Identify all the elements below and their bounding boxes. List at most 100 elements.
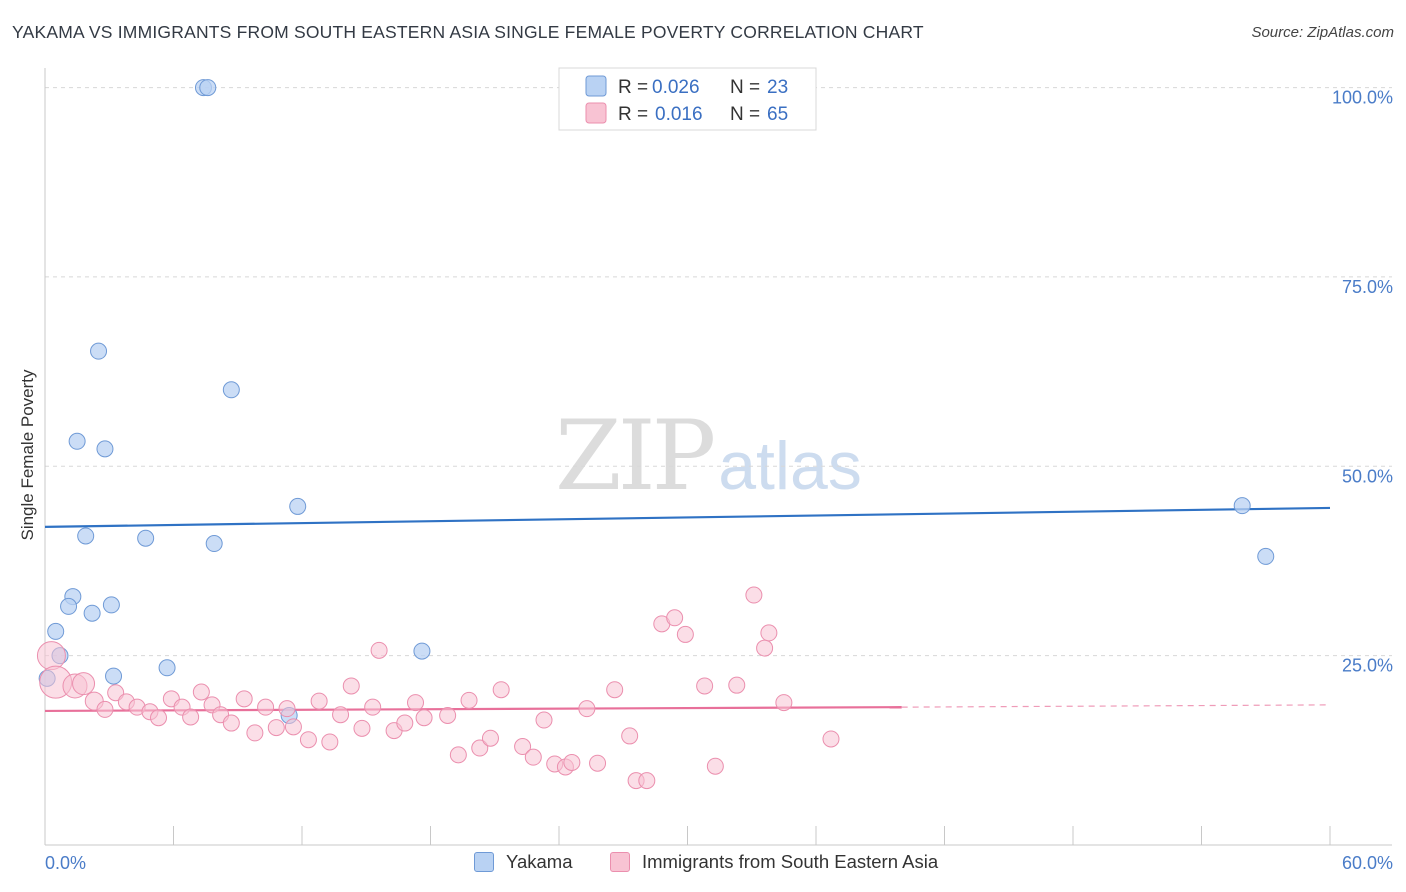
point-sea xyxy=(439,706,457,724)
point-sea xyxy=(257,698,275,716)
point-sea xyxy=(407,694,425,712)
point-sea xyxy=(578,700,596,718)
point-yakama xyxy=(413,642,431,660)
legend-swatch-sea xyxy=(585,102,607,124)
data-points xyxy=(36,79,1275,790)
x-tick-label-0: 0.0% xyxy=(45,853,86,873)
point-sea xyxy=(760,624,778,642)
chart-title: YAKAMA VS IMMIGRANTS FROM SOUTH EASTERN … xyxy=(12,22,924,42)
point-sea xyxy=(332,706,350,724)
point-sea xyxy=(563,753,581,771)
point-sea xyxy=(278,700,296,718)
legend-r-value-yakama: 0.026 xyxy=(652,77,700,98)
point-sea xyxy=(492,681,510,699)
point-sea xyxy=(150,709,168,727)
point-sea xyxy=(192,683,210,701)
point-yakama xyxy=(68,432,86,450)
y-tick-label-75: 75.0% xyxy=(1342,277,1393,297)
point-sea xyxy=(728,676,746,694)
legend-r-label-yakama: R = xyxy=(618,77,648,98)
legend-swatch-yakama xyxy=(585,75,607,97)
point-yakama xyxy=(83,604,101,622)
series-swatch-sea xyxy=(610,852,630,872)
point-sea xyxy=(822,730,840,748)
point-yakama xyxy=(289,497,307,515)
series-label-sea: Immigrants from South Eastern Asia xyxy=(642,851,939,872)
point-sea xyxy=(535,711,553,729)
y-tick-label-25: 25.0% xyxy=(1342,656,1393,676)
point-sea xyxy=(696,677,714,695)
point-sea xyxy=(342,677,360,695)
point-yakama xyxy=(1257,547,1275,565)
legend-r-label-sea: R = xyxy=(618,104,648,125)
series-label-yakama: Yakama xyxy=(506,851,573,872)
point-sea xyxy=(514,738,532,756)
point-sea xyxy=(246,724,264,742)
point-sea xyxy=(589,754,607,772)
x-tick-label-60: 60.0% xyxy=(1342,853,1393,873)
point-sea xyxy=(415,709,433,727)
point-sea xyxy=(310,692,328,710)
point-sea xyxy=(524,748,542,766)
point-yakama xyxy=(105,667,123,685)
point-yakama xyxy=(96,440,114,458)
point-sea xyxy=(299,731,317,749)
point-yakama xyxy=(137,529,155,547)
point-sea xyxy=(353,719,371,737)
point-yakama xyxy=(199,79,217,97)
stats-legend: R = 0.026 N = 23 R = 0.016 N = 65 xyxy=(558,67,817,131)
point-sea xyxy=(638,772,656,790)
point-sea xyxy=(96,700,114,718)
point-yakama xyxy=(102,596,120,614)
point-yakama xyxy=(90,342,108,360)
point-sea xyxy=(745,586,763,604)
point-sea xyxy=(606,681,624,699)
point-sea xyxy=(364,698,382,716)
point-sea xyxy=(321,733,339,751)
trend-line-sea xyxy=(44,706,902,713)
point-sea xyxy=(676,625,694,643)
point-sea xyxy=(235,690,253,708)
point-yakama xyxy=(60,597,78,615)
point-sea xyxy=(481,729,499,747)
tick-labels: 25.0% 50.0% 75.0% 100.0% 0.0% 60.0% xyxy=(45,88,1393,873)
legend-n-label-yakama: N = xyxy=(730,77,760,98)
point-sea xyxy=(460,691,478,709)
point-yakama xyxy=(47,622,65,640)
series-swatch-yakama xyxy=(474,852,494,872)
point-yakama xyxy=(77,527,95,545)
legend-n-value-sea: 65 xyxy=(767,104,788,125)
grid-lines xyxy=(45,87,1392,657)
series-legend-yakama[interactable]: Yakama xyxy=(474,851,573,873)
point-yakama xyxy=(158,659,176,677)
point-yakama xyxy=(222,381,240,399)
point-sea xyxy=(182,708,200,726)
point-yakama xyxy=(205,535,223,553)
point-sea xyxy=(370,641,388,659)
legend-n-label-sea: N = xyxy=(730,104,760,125)
point-sea xyxy=(449,746,467,764)
point-sea xyxy=(471,739,489,757)
point-sea xyxy=(666,609,684,627)
point-sea xyxy=(284,718,302,736)
series-legend-sea[interactable]: Immigrants from South Eastern Asia xyxy=(610,851,938,873)
point-sea xyxy=(72,672,96,696)
axes xyxy=(44,68,1392,846)
point-sea xyxy=(706,757,724,775)
point-sea xyxy=(756,639,774,657)
trend-line-yakama xyxy=(44,506,1331,528)
point-sea xyxy=(775,694,793,712)
legend-n-value-yakama: 23 xyxy=(767,77,788,98)
series-legend: Yakama Immigrants from South Eastern Asi… xyxy=(0,851,1406,879)
trend-lines xyxy=(44,506,1331,713)
point-yakama xyxy=(1233,497,1251,515)
y-tick-label-50: 50.0% xyxy=(1342,466,1393,486)
point-sea xyxy=(36,641,66,671)
point-sea xyxy=(267,719,285,737)
legend-r-value-sea: 0.016 xyxy=(655,104,703,125)
point-sea xyxy=(222,714,240,732)
source-label: Source: ZipAtlas.com xyxy=(1251,24,1394,41)
y-tick-label-100: 100.0% xyxy=(1332,88,1393,108)
trend-line-extension-sea xyxy=(901,704,1331,708)
